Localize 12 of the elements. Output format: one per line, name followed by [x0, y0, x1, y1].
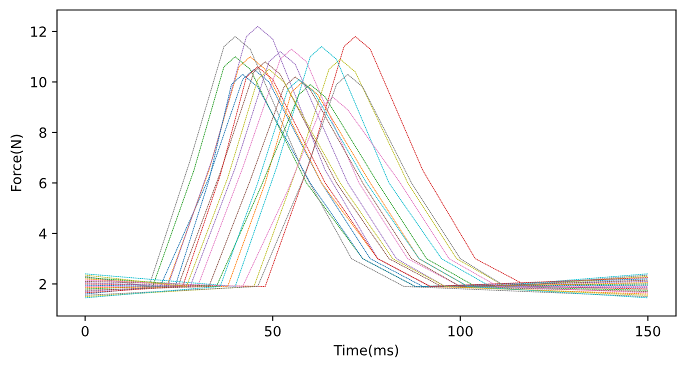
- y-tick-label: 6: [39, 178, 46, 188]
- x-tick-label: 50: [264, 326, 281, 336]
- y-tick-label: 4: [39, 228, 46, 239]
- x-axis-title: Time(ms): [334, 344, 398, 358]
- y-axis-title: Force(N): [10, 134, 23, 192]
- y-tick-label: 12: [31, 26, 46, 37]
- y-tick-label: 10: [31, 76, 46, 88]
- x-tick-label: 0: [82, 326, 89, 336]
- x-tick-label: 150: [636, 326, 660, 336]
- x-tick-label: 100: [448, 326, 473, 336]
- y-tick-label: 8: [39, 127, 46, 138]
- y-tick-label: 2: [39, 278, 46, 290]
